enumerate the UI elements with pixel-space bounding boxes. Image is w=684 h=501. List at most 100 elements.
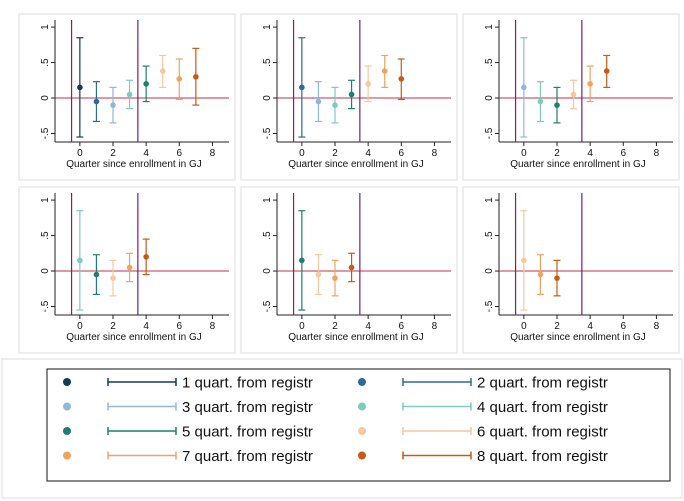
x-tick-label: 4 (143, 148, 149, 159)
y-tick-label: 1 (262, 197, 273, 203)
legend-entry-5: 5 quart. from registr (63, 424, 313, 441)
point-estimate (315, 98, 322, 105)
point-estimate (365, 81, 371, 87)
y-tick-label: -.5 (262, 127, 273, 139)
legend-entry-6: 6 quart. from registr (358, 424, 608, 441)
legend-marker (358, 378, 366, 386)
legend-marker (358, 427, 366, 435)
y-tick-label: -.5 (40, 300, 51, 312)
y-tick-label: -.5 (484, 300, 495, 312)
point-estimate (77, 84, 83, 91)
y-tick-label: .5 (262, 231, 273, 240)
legend-entry-7: 7 quart. from registr (63, 448, 313, 465)
panel-3: -.5 0 .5 1 0 2 4 6 8 Quarter since enrollment in … (462, 13, 680, 181)
point-estimate (521, 84, 527, 91)
legend-entry-4: 4 quart. from registr (358, 399, 608, 416)
point-estimate (126, 264, 133, 271)
y-tick-label: .5 (484, 58, 495, 67)
legend-label: 4 quart. from registr (477, 399, 608, 416)
point-estimate (143, 254, 149, 260)
y-tick-label: 1 (40, 197, 51, 203)
x-tick-label: 6 (399, 148, 405, 159)
legend-label: 8 quart. from registr (477, 448, 608, 465)
legend-marker (63, 402, 71, 411)
panel-4: -.5 0 .5 1 0 2 4 6 8 Quarter since enrollment in … (18, 186, 236, 354)
panel-5: -.5 0 .5 1 0 2 4 6 8 Quarter since enrollment in … (240, 186, 458, 354)
point-estimate (176, 76, 183, 82)
legend-marker (358, 402, 366, 411)
point-estimate (521, 257, 527, 264)
x-tick-label: 8 (432, 321, 438, 332)
x-tick-label: 2 (332, 148, 338, 159)
x-tick-label: 2 (110, 148, 116, 159)
x-tick-label: 6 (621, 148, 627, 159)
legend-label: 5 quart. from registr (182, 424, 313, 441)
legend-entry-8: 8 quart. from registr (358, 448, 608, 465)
x-tick-label: 4 (365, 321, 371, 332)
point-estimate (570, 91, 577, 98)
x-tick-label: 0 (521, 321, 527, 332)
point-estimate (537, 271, 544, 278)
point-estimate (587, 81, 593, 87)
x-tick-label: 4 (587, 148, 593, 159)
y-tick-label: 0 (484, 268, 495, 274)
legend-label: 7 quart. from registr (182, 448, 313, 465)
point-estimate (126, 91, 133, 98)
y-tick-label: 0 (484, 95, 495, 101)
x-axis-title: Quarter since enrollment in GJ (66, 332, 202, 343)
point-estimate (381, 68, 388, 74)
x-tick-label: 8 (210, 321, 216, 332)
y-tick-label: 0 (262, 268, 273, 274)
legend-box (46, 368, 671, 482)
panel-grid: -.5 0 .5 1 0 2 4 6 8 Quarter since enrollment in … (18, 13, 680, 354)
y-tick-label: -.5 (484, 127, 495, 139)
x-tick-label: 6 (177, 321, 183, 332)
legend-marker (63, 451, 71, 460)
legend-entry-2: 2 quart. from registr (358, 375, 608, 392)
x-tick-label: 4 (587, 321, 593, 332)
panel-1: -.5 0 .5 1 0 2 4 6 8 Quarter since enrollment in … (18, 13, 236, 181)
point-estimate (299, 84, 305, 91)
x-axis-title: Quarter since enrollment in GJ (510, 332, 646, 343)
point-estimate (77, 257, 83, 264)
point-estimate (143, 81, 149, 87)
y-tick-label: .5 (40, 58, 51, 67)
x-tick-label: 6 (621, 321, 627, 332)
y-tick-label: .5 (40, 231, 51, 240)
point-estimate (537, 98, 544, 105)
legend-entry-1: 1 quart. from registr (63, 375, 313, 392)
point-estimate (348, 91, 355, 98)
x-tick-label: 0 (77, 148, 83, 159)
point-estimate (110, 275, 116, 281)
x-tick-label: 8 (210, 148, 216, 159)
point-estimate (398, 76, 405, 82)
y-tick-label: .5 (262, 58, 273, 67)
y-tick-label: .5 (484, 231, 495, 240)
legend-marker (63, 427, 71, 435)
point-estimate (193, 73, 199, 80)
point-estimate (554, 275, 560, 281)
y-tick-label: 1 (484, 24, 495, 30)
point-estimate (603, 68, 610, 74)
legend-entry-3: 3 quart. from registr (63, 399, 313, 416)
x-tick-label: 8 (654, 148, 660, 159)
x-tick-label: 6 (177, 148, 183, 159)
legend-label: 2 quart. from registr (477, 375, 608, 392)
point-estimate (93, 98, 100, 105)
y-tick-label: 0 (40, 95, 51, 101)
point-estimate (348, 264, 355, 271)
x-axis-title: Quarter since enrollment in GJ (66, 159, 202, 170)
y-tick-label: 1 (484, 197, 495, 203)
point-estimate (315, 271, 322, 278)
point-estimate (110, 102, 116, 108)
y-tick-label: 0 (40, 268, 51, 274)
x-tick-label: 2 (110, 321, 116, 332)
x-tick-label: 0 (521, 148, 527, 159)
x-tick-label: 6 (399, 321, 405, 332)
y-tick-label: 1 (262, 24, 273, 30)
x-tick-label: 4 (365, 148, 371, 159)
y-tick-label: -.5 (262, 300, 273, 312)
legend-label: 6 quart. from registr (477, 424, 608, 441)
